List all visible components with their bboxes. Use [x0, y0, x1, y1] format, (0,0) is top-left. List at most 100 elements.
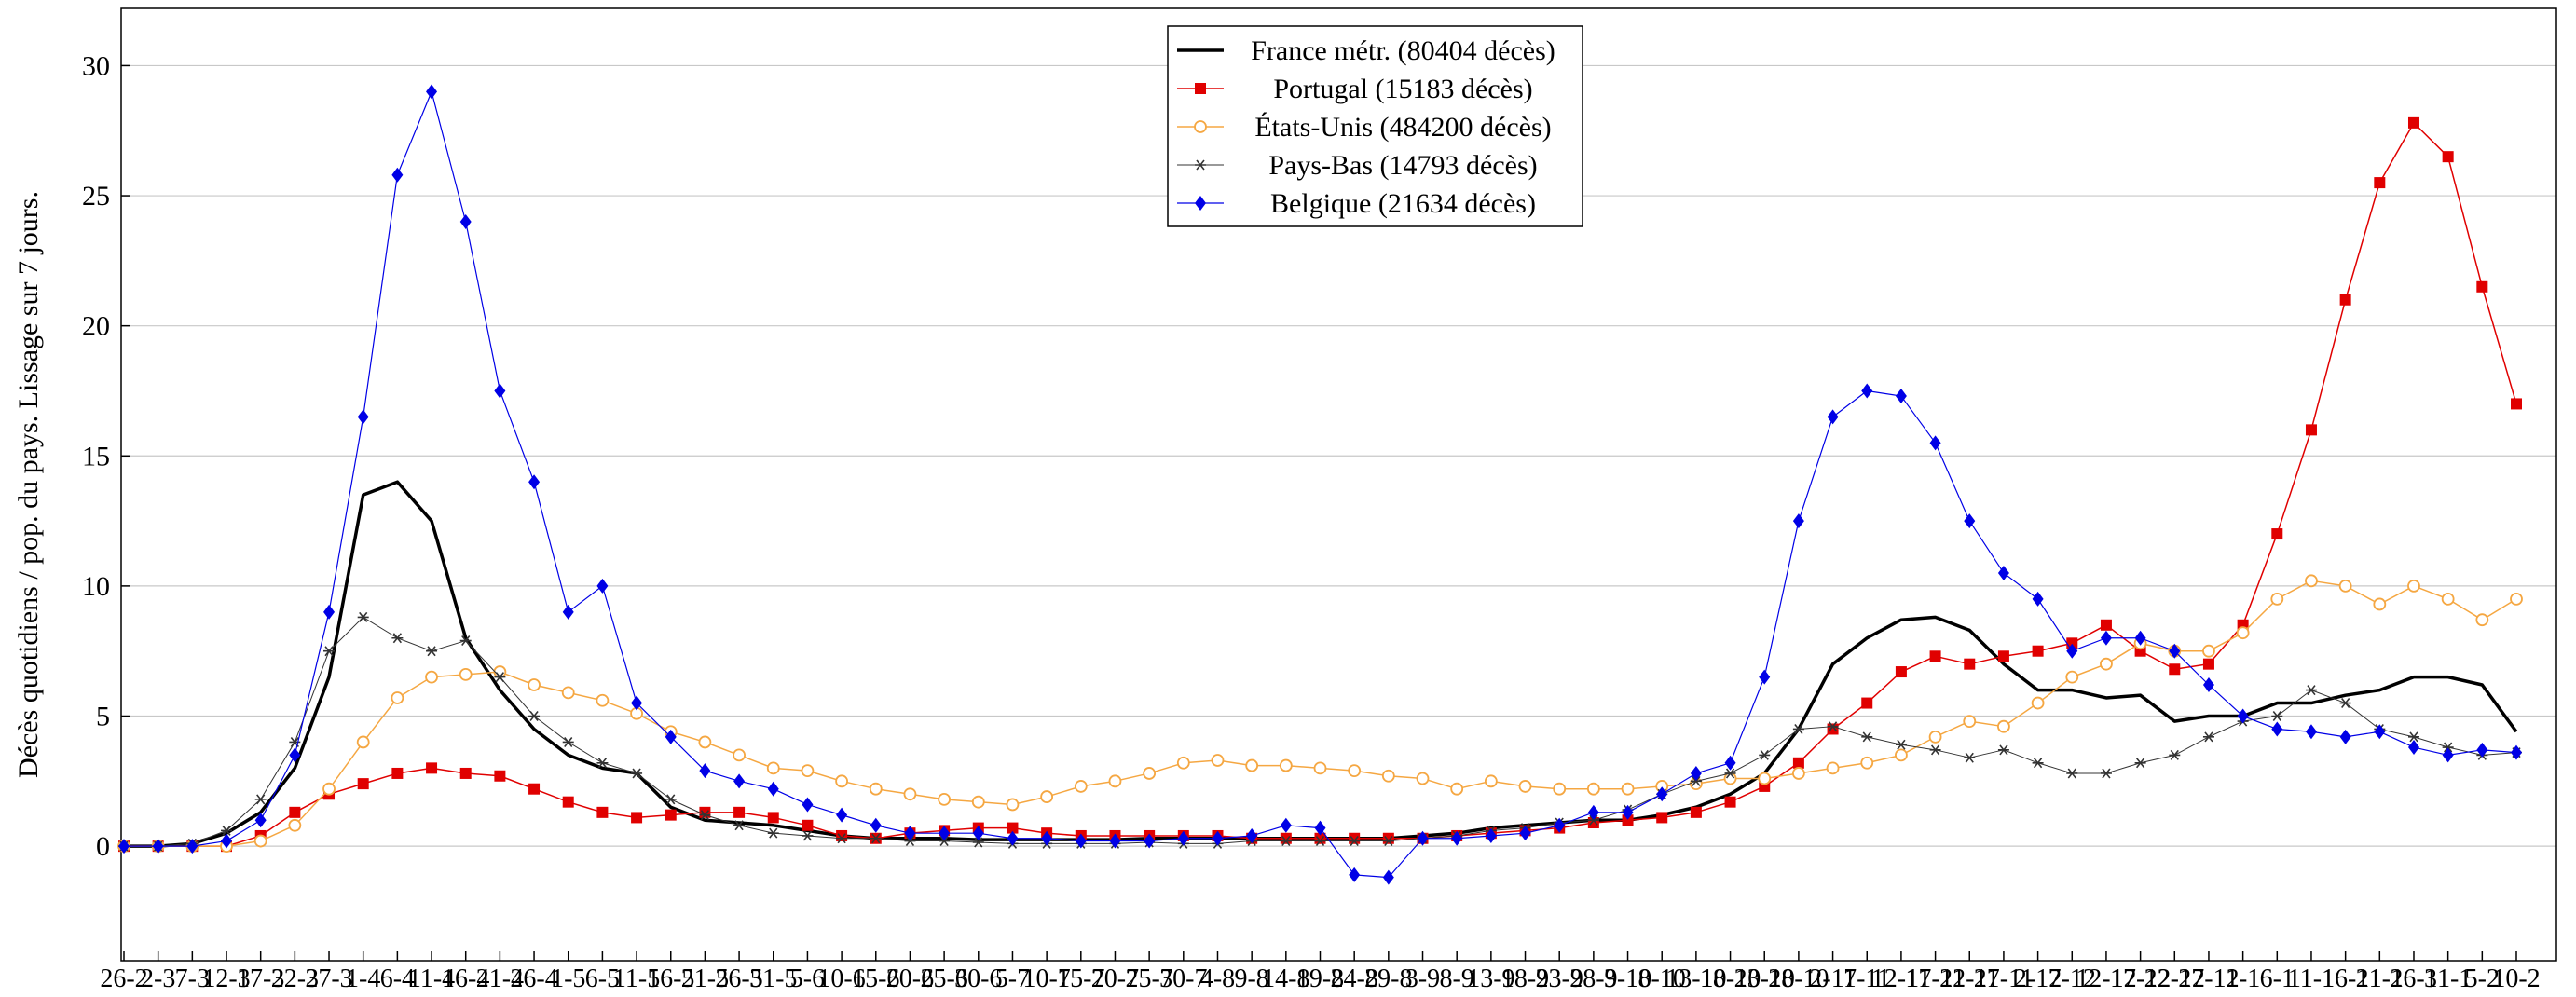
marker	[2339, 698, 2351, 709]
marker	[2442, 747, 2454, 763]
marker	[596, 758, 609, 769]
x-tick-label: 5-2	[2465, 964, 2500, 992]
marker	[1108, 774, 1122, 788]
legend-label: États-Unis (484200 décès)	[1254, 112, 1551, 143]
marker	[391, 167, 404, 183]
marker	[289, 747, 301, 763]
x-tick-label: 20-6	[886, 964, 934, 992]
x-tick-label: 11-5	[613, 964, 660, 992]
marker	[426, 646, 438, 657]
x-tick-label: 3-9	[1405, 964, 1440, 992]
marker	[1212, 830, 1224, 846]
marker	[1690, 775, 1702, 786]
legend-label: France métr. (80404 décès)	[1251, 35, 1555, 66]
marker	[699, 810, 711, 821]
marker	[767, 812, 779, 824]
marker	[1656, 812, 1668, 824]
x-tick-label: 27-3	[305, 964, 352, 992]
marker	[1349, 867, 1361, 882]
marker	[1928, 730, 1942, 744]
marker	[1895, 748, 1908, 762]
x-tick-label: 21-1	[2356, 964, 2404, 992]
marker	[1006, 798, 1020, 812]
x-tick-label: 27-12	[2178, 964, 2239, 992]
marker	[426, 84, 438, 100]
marker	[2407, 580, 2420, 593]
marker	[1827, 409, 1839, 425]
marker	[870, 817, 882, 833]
marker	[561, 686, 575, 700]
x-tick-label: 7-11	[1843, 964, 1890, 992]
x-tick-label: 6-4	[380, 964, 415, 992]
marker	[1964, 513, 1976, 529]
marker	[596, 693, 610, 707]
marker	[1280, 832, 1292, 844]
marker	[766, 761, 780, 775]
marker	[631, 812, 643, 824]
marker	[562, 796, 574, 808]
series-line	[124, 480, 2518, 848]
marker	[2100, 619, 2112, 631]
marker	[2271, 721, 2283, 737]
marker	[1587, 814, 1599, 826]
marker	[2475, 613, 2489, 627]
marker	[1349, 832, 1361, 844]
marker	[1792, 767, 1805, 780]
marker	[1861, 697, 1873, 709]
marker	[1246, 827, 1258, 843]
legend: France métr. (80404 décès) Portugal (1518…	[1167, 25, 1583, 227]
marker	[2169, 749, 2181, 760]
marker	[938, 792, 952, 806]
x-tick-label: 16-4	[442, 964, 489, 992]
marker	[528, 474, 541, 490]
y-tick-label: 30	[82, 50, 110, 81]
marker	[494, 770, 506, 782]
x-tick-label: 26-2	[100, 964, 147, 992]
marker	[631, 695, 643, 711]
x-tick-label: 22-12	[2144, 964, 2205, 992]
x-tick-label: 8-10	[1638, 964, 1686, 992]
marker	[1195, 83, 1206, 94]
marker	[1553, 782, 1567, 796]
x-tick-label: 23-9	[1536, 964, 1583, 992]
marker	[2305, 685, 2317, 696]
marker	[665, 729, 677, 744]
x-tick-label: 24-8	[1331, 964, 1378, 992]
marker	[2442, 151, 2454, 163]
x-tick-label: 19-8	[1296, 964, 1344, 992]
marker	[2373, 597, 2387, 611]
marker	[2202, 677, 2214, 693]
marker	[665, 809, 677, 821]
marker	[1826, 761, 1840, 775]
series-line	[124, 122, 2517, 847]
plot-frame	[120, 7, 2557, 962]
marker	[2032, 645, 2044, 657]
marker	[767, 781, 779, 797]
marker	[1279, 758, 1293, 772]
marker	[1348, 764, 1362, 778]
x-tick-label: 31-5	[749, 964, 797, 992]
marker	[357, 778, 369, 790]
x-tick-label: 17-12	[2110, 964, 2171, 992]
y-tick-label: 15	[82, 441, 110, 471]
x-tick-label: 26-1	[2390, 964, 2437, 992]
marker	[1143, 767, 1157, 780]
marker	[802, 830, 814, 841]
marker	[836, 833, 848, 844]
x-tick-label: 17-11	[1905, 964, 1965, 992]
marker	[1690, 765, 1702, 781]
x-tick-label: 6-5	[585, 964, 620, 992]
marker	[323, 604, 336, 620]
marker	[2100, 657, 2113, 671]
marker	[733, 748, 746, 762]
marker	[426, 762, 438, 774]
marker	[323, 646, 336, 657]
marker	[2511, 398, 2522, 410]
legend-label: Portugal (15183 décès)	[1273, 74, 1532, 104]
marker	[1314, 820, 1326, 836]
marker	[2407, 116, 2419, 129]
marker	[1484, 774, 1498, 788]
marker	[1622, 804, 1634, 820]
x-tick-label: 9-8	[1234, 964, 1268, 992]
marker	[1144, 833, 1156, 849]
